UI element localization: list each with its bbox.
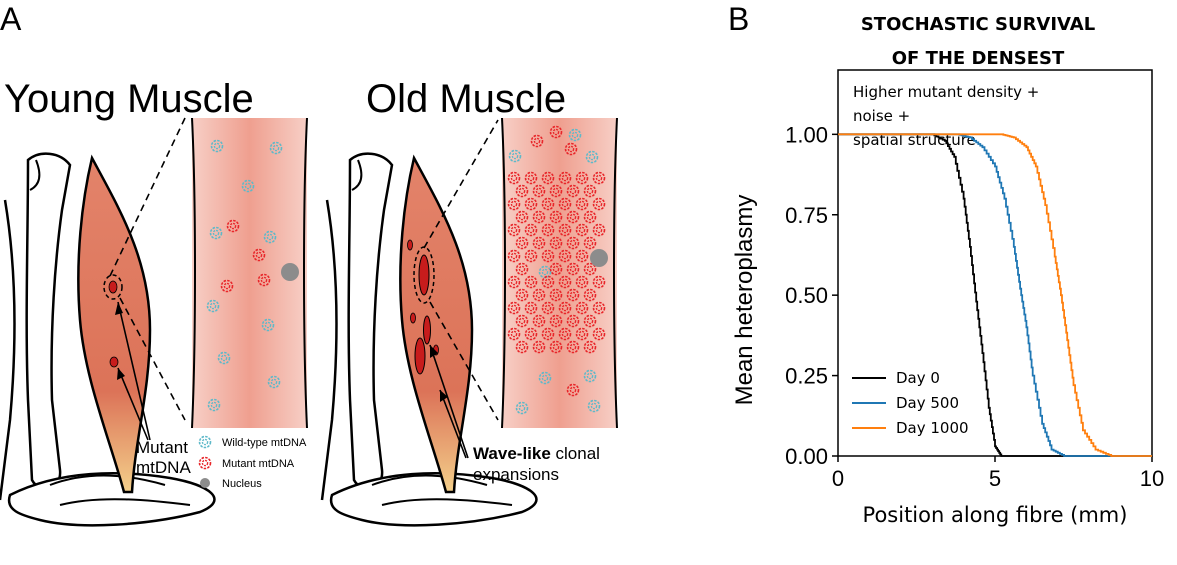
plot-annotation-line: noise + [853, 107, 910, 125]
panel-b-label: B [728, 1, 749, 37]
old-muscle-illustration: Old Muscle Wave-like clonal expansions [320, 77, 618, 527]
x-axis-label: Position along fibre (mm) [863, 503, 1128, 527]
series-line-day-0 [838, 133, 1152, 457]
legend-mutant-label: Mutant mtDNA [222, 458, 295, 470]
panel-a-label: A [0, 1, 22, 37]
y-tick-label: 1.00 [785, 122, 828, 147]
young-muscle-belly [77, 154, 152, 494]
legend-label: Day 1000 [896, 419, 969, 437]
old-nucleus [590, 249, 608, 267]
heteroplasmy-chart: Higher mutant density + noise + spatial st… [731, 69, 1164, 527]
chart-title-line2: OF THE DENSEST [892, 48, 1065, 69]
plot-frame [837, 69, 1153, 457]
legend-nucleus-label: Nucleus [222, 478, 262, 490]
young-mutant-patch [109, 356, 119, 368]
young-muscle-illustration: Young Muscle [0, 77, 308, 527]
series-line-day-1000 [838, 133, 1152, 457]
old-mutant-wave [407, 239, 413, 251]
y-tick-label: 0.00 [785, 444, 828, 469]
plot-annotation-line: spatial structure [853, 131, 976, 149]
young-nucleus [281, 263, 299, 281]
legend-wildtype-label: Wild-type mtDNA [222, 437, 307, 449]
y-tick-label: 0.25 [785, 364, 828, 389]
young-mutant-patch [108, 280, 118, 294]
x-tick-label: 0 [832, 466, 844, 491]
x-tick-label: 10 [1140, 466, 1164, 491]
y-tick-label: 0.50 [785, 283, 828, 308]
old-annotation-line1: Wave-like clonal [473, 444, 600, 463]
y-tick-label: 0.75 [785, 203, 828, 228]
old-muscle-belly [399, 154, 474, 494]
legend-label: Day 500 [896, 394, 959, 412]
legend-nucleus-icon [200, 478, 210, 488]
young-humerus [25, 152, 72, 490]
young-annotation-line2: mtDNA [136, 458, 191, 477]
old-mutant-wave [414, 337, 426, 375]
old-mutant-wave [410, 312, 416, 324]
young-muscle-title: Young Muscle [4, 77, 254, 121]
old-annotation-line2: expansions [473, 465, 559, 484]
old-humerus [347, 152, 394, 490]
legend-label: Day 0 [896, 369, 940, 387]
x-tick-label: 5 [989, 466, 1001, 491]
young-annotation-line1: Mutant [136, 438, 188, 457]
y-axis-label: Mean heteroplasmy [731, 195, 758, 406]
plot-annotation-line: Higher mutant density + [853, 83, 1039, 101]
old-muscle-title: Old Muscle [366, 77, 566, 121]
chart-title-line1: STOCHASTIC SURVIVAL [861, 14, 1095, 35]
series-line-day-500 [838, 133, 1152, 457]
old-mutant-wave [423, 315, 431, 345]
old-mutant-wave [418, 254, 430, 296]
old-tibia [320, 199, 338, 501]
young-tibia [0, 199, 16, 501]
